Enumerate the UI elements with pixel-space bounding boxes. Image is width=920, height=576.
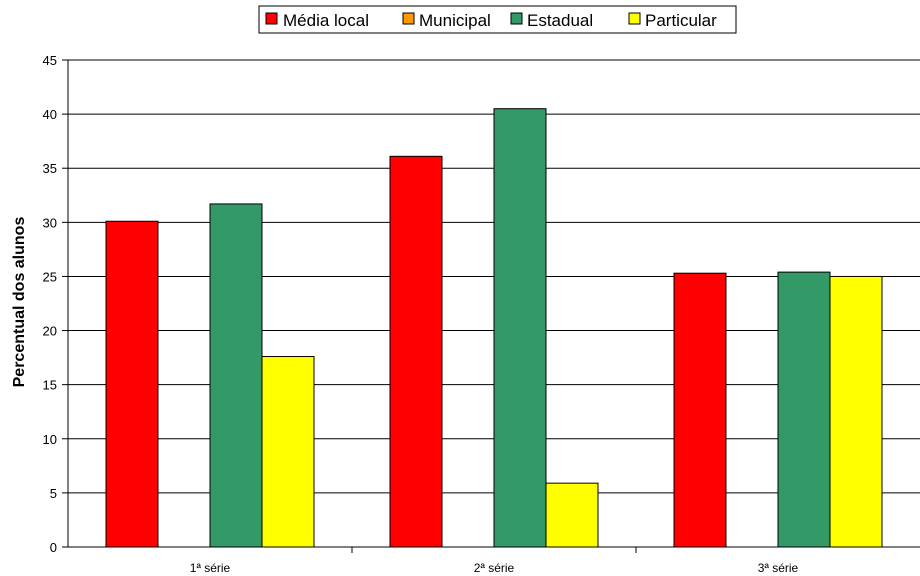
- x-tick-label: 2ª série: [474, 561, 515, 575]
- tick-labels: 0 5 10 15 20 25 30 35 40 45 1ª série 2ª série 3ª sér…: [43, 53, 799, 575]
- legend-swatch-estadual: [510, 12, 523, 25]
- legend-swatch-municipal: [402, 12, 415, 25]
- x-tick-label: 3ª série: [758, 561, 799, 575]
- bar: [105, 220, 159, 548]
- legend-label-particular: Particular: [645, 11, 717, 30]
- y-tick-label: 45: [43, 53, 57, 68]
- legend-label-estadual: Estadual: [527, 11, 593, 30]
- y-tick-label: 5: [50, 486, 57, 501]
- legend-swatch-media-local: [265, 12, 278, 25]
- bars: [105, 108, 883, 548]
- x-tick-label: 1ª série: [190, 561, 231, 575]
- bar: [209, 203, 263, 548]
- bar: [545, 482, 599, 548]
- y-tick-label: 30: [43, 215, 57, 230]
- y-tick-label: 35: [43, 161, 57, 176]
- y-tick-label: 15: [43, 378, 57, 393]
- y-tick-label: 0: [50, 540, 57, 555]
- bar: [777, 271, 831, 548]
- y-tick-label: 10: [43, 432, 57, 447]
- legend: Média local Municipal Estadual Particula…: [258, 5, 737, 34]
- bar: [389, 155, 443, 548]
- legend-frame: [258, 5, 737, 34]
- bar: [493, 108, 547, 548]
- y-tick-label: 20: [43, 324, 57, 339]
- bar: [829, 275, 883, 548]
- bar: [673, 272, 727, 548]
- axes: [62, 59, 920, 553]
- legend-label-municipal: Municipal: [419, 11, 491, 30]
- y-axis-title: Percentual dos alunos: [11, 217, 28, 388]
- y-tick-label: 25: [43, 269, 57, 284]
- legend-label-media-local: Média local: [283, 11, 369, 30]
- bar: [261, 356, 315, 548]
- y-tick-label: 40: [43, 107, 57, 122]
- legend-swatch-particular: [628, 12, 641, 25]
